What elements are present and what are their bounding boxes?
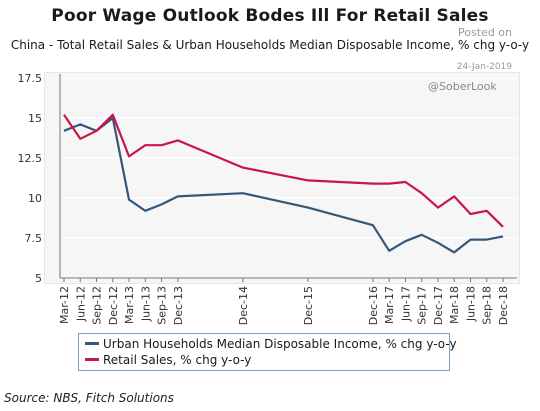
legend-item-retail: Retail Sales, % chg y-o-y <box>85 353 251 367</box>
series-line-income <box>63 116 504 254</box>
watermark-posted-on: Posted on <box>458 26 512 39</box>
source-note: Source: NBS, Fitch Solutions <box>4 391 174 405</box>
x-tick-label: Mar-13 <box>123 286 136 324</box>
x-tick-label: Sep-13 <box>156 286 169 325</box>
axes <box>59 74 517 282</box>
x-tick-label: Dec-17 <box>432 286 445 325</box>
series-line-retail <box>63 113 504 228</box>
watermark-handle: @SoberLook <box>428 80 497 93</box>
x-tick-label: Sep-18 <box>481 286 494 325</box>
x-tick-label: Jun-18 <box>464 286 477 322</box>
watermark-date: 24-Jan-2019 <box>456 62 512 72</box>
x-tick-label: Sep-12 <box>91 286 104 325</box>
x-tick-label: Mar-18 <box>448 286 461 324</box>
y-tick-label: 7.5 <box>25 232 43 245</box>
x-tick-label: Sep-17 <box>416 286 429 325</box>
x-tick-label: Jun-12 <box>74 286 87 322</box>
chart-title: Poor Wage Outlook Bodes Ill For Retail S… <box>51 6 489 26</box>
legend-swatch-income <box>85 342 99 345</box>
x-tick-label: Mar-12 <box>58 286 71 324</box>
x-tick-label: Mar-17 <box>383 286 396 324</box>
legend: Urban Households Median Disposable Incom… <box>78 333 457 371</box>
x-tick-label: Dec-12 <box>107 286 120 325</box>
x-tick-label: Dec-14 <box>237 286 250 325</box>
series-lines <box>63 113 504 254</box>
x-axis-tick-labels: Mar-12 Jun-12 Sep-12 Dec-12 Mar-13 Jun-13 Sep-… <box>58 286 510 325</box>
y-axis-tick-labels: 5 7.5 10 12.5 15 17.5 <box>18 72 43 285</box>
x-tick-label: Jun-13 <box>139 286 152 322</box>
y-tick-label: 5 <box>35 272 42 285</box>
chart-subtitle: China - Total Retail Sales & Urban House… <box>10 38 530 52</box>
x-tick-label: Dec-13 <box>172 286 185 325</box>
legend-label-income: Urban Households Median Disposable Incom… <box>103 337 457 351</box>
legend-item-income: Urban Households Median Disposable Incom… <box>85 337 457 351</box>
x-tick-label: Jun-17 <box>399 286 412 322</box>
x-tick-label: Dec-15 <box>302 286 315 325</box>
x-tick-label: Dec-16 <box>367 286 380 325</box>
legend-swatch-retail <box>85 358 99 361</box>
y-tick-label: 17.5 <box>18 72 43 85</box>
y-tick-label: 12.5 <box>18 152 43 165</box>
x-tick-label: Dec-18 <box>497 286 510 325</box>
plot-area <box>44 72 520 284</box>
y-tick-label: 10 <box>28 192 42 205</box>
y-tick-label: 15 <box>28 112 42 125</box>
legend-label-retail: Retail Sales, % chg y-o-y <box>103 353 252 367</box>
